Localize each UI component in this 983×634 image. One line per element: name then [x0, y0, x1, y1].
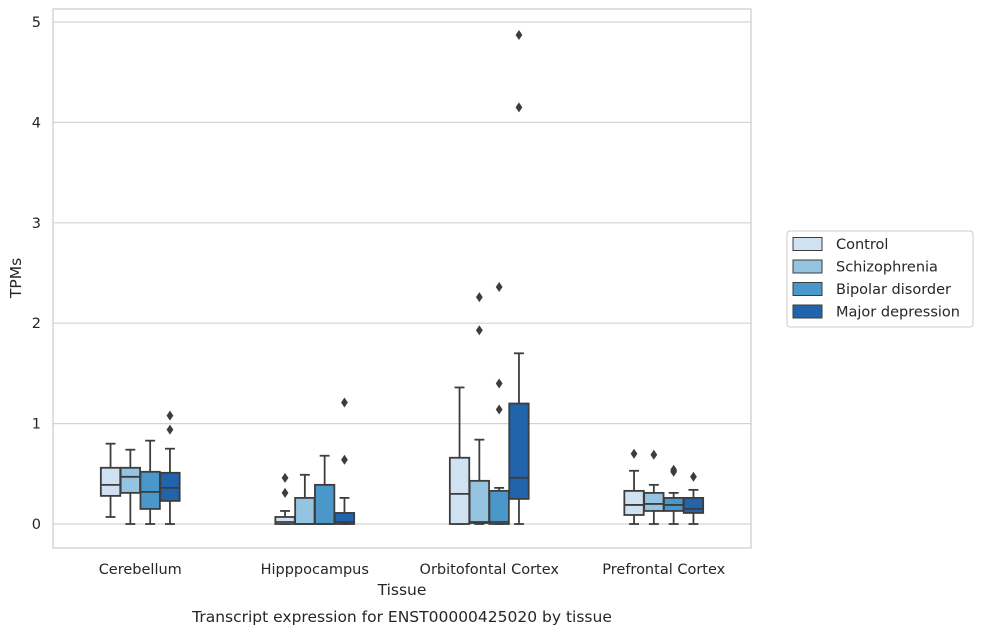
legend-label: Schizophrenia [836, 260, 938, 276]
legend: Control Schizophrenia Bipolar disorder Majo… [786, 230, 974, 328]
outlier-point [281, 487, 289, 498]
box-control-2 [448, 386, 471, 525]
outlier-point [475, 325, 483, 336]
outlier-point [690, 471, 697, 482]
box-control-0 [99, 442, 122, 518]
box-major-depression-1 [333, 397, 356, 525]
outlier-point [515, 30, 523, 41]
box-major-depression-3 [682, 471, 705, 525]
box-body [333, 512, 356, 525]
y-tick-label: 3 [32, 216, 41, 232]
outlier-point [341, 397, 348, 408]
box-bipolar-disorder-3 [663, 464, 685, 525]
outlier-point [166, 410, 174, 421]
box-bipolar-disorder-1 [314, 454, 336, 525]
x-tick-label: Cerebellum [99, 562, 182, 578]
box-body [119, 466, 141, 494]
box-body [468, 479, 490, 524]
x-tick-label: Orbitofontal Cortex [420, 562, 560, 578]
y-tick-label: 2 [32, 316, 41, 332]
box-bipolar-disorder-2 [488, 282, 510, 525]
legend-label: Bipolar disorder [836, 282, 951, 298]
x-tick-labels: Cerebellum Hipppocampus Orbitofontal Corte… [99, 562, 726, 578]
outlier-point [495, 404, 503, 415]
box-body [448, 456, 471, 525]
box-schizophrenia-3 [643, 449, 665, 525]
outlier-point [650, 449, 658, 460]
y-tick-label: 0 [32, 517, 41, 533]
box-body [682, 496, 705, 514]
box-series [99, 30, 705, 525]
plot-frame [52, 8, 752, 549]
box-body [159, 471, 181, 502]
outlier-point [515, 102, 523, 113]
box-body [99, 466, 122, 497]
box-body [274, 516, 296, 525]
legend-label: Major depression [836, 305, 960, 321]
box-major-depression-2 [508, 30, 530, 525]
y-axis-label: TPMs [7, 258, 25, 299]
box-body [623, 489, 645, 516]
outlier-point [630, 448, 638, 459]
outlier-point [495, 282, 503, 293]
box-body [508, 402, 530, 500]
legend-swatch [792, 282, 823, 296]
box-body [314, 483, 336, 525]
box-schizophrenia-0 [119, 448, 141, 525]
y-tick-label: 4 [32, 115, 41, 131]
x-axis-label: Tissue [377, 581, 427, 599]
box-body [643, 491, 665, 512]
box-schizophrenia-1 [294, 473, 316, 525]
box-major-depression-0 [159, 410, 181, 525]
box-body [488, 489, 510, 525]
y-tick-label: 5 [32, 15, 41, 31]
box-body [294, 496, 316, 525]
chart-caption: Transcript expression for ENST0000042502… [191, 608, 612, 626]
x-tick-label: Prefrontal Cortex [602, 562, 725, 578]
outlier-point [166, 424, 174, 435]
legend-label: Control [836, 237, 888, 253]
legend-swatch [792, 237, 823, 251]
box-control-1 [274, 472, 296, 525]
box-body [139, 470, 161, 510]
y-tick-label: 1 [32, 417, 41, 433]
legend-swatch [792, 304, 823, 319]
legend-swatch [792, 259, 823, 274]
legend-frame [786, 230, 974, 328]
outlier-point [281, 472, 289, 483]
plot-background [53, 9, 751, 548]
outlier-point [495, 378, 503, 389]
y-tick-labels: 0 1 2 3 4 5 [32, 15, 41, 533]
x-tick-label: Hipppocampus [261, 562, 369, 578]
outlier-point [670, 464, 678, 475]
outlier-point [475, 292, 483, 303]
outlier-point [341, 454, 348, 465]
